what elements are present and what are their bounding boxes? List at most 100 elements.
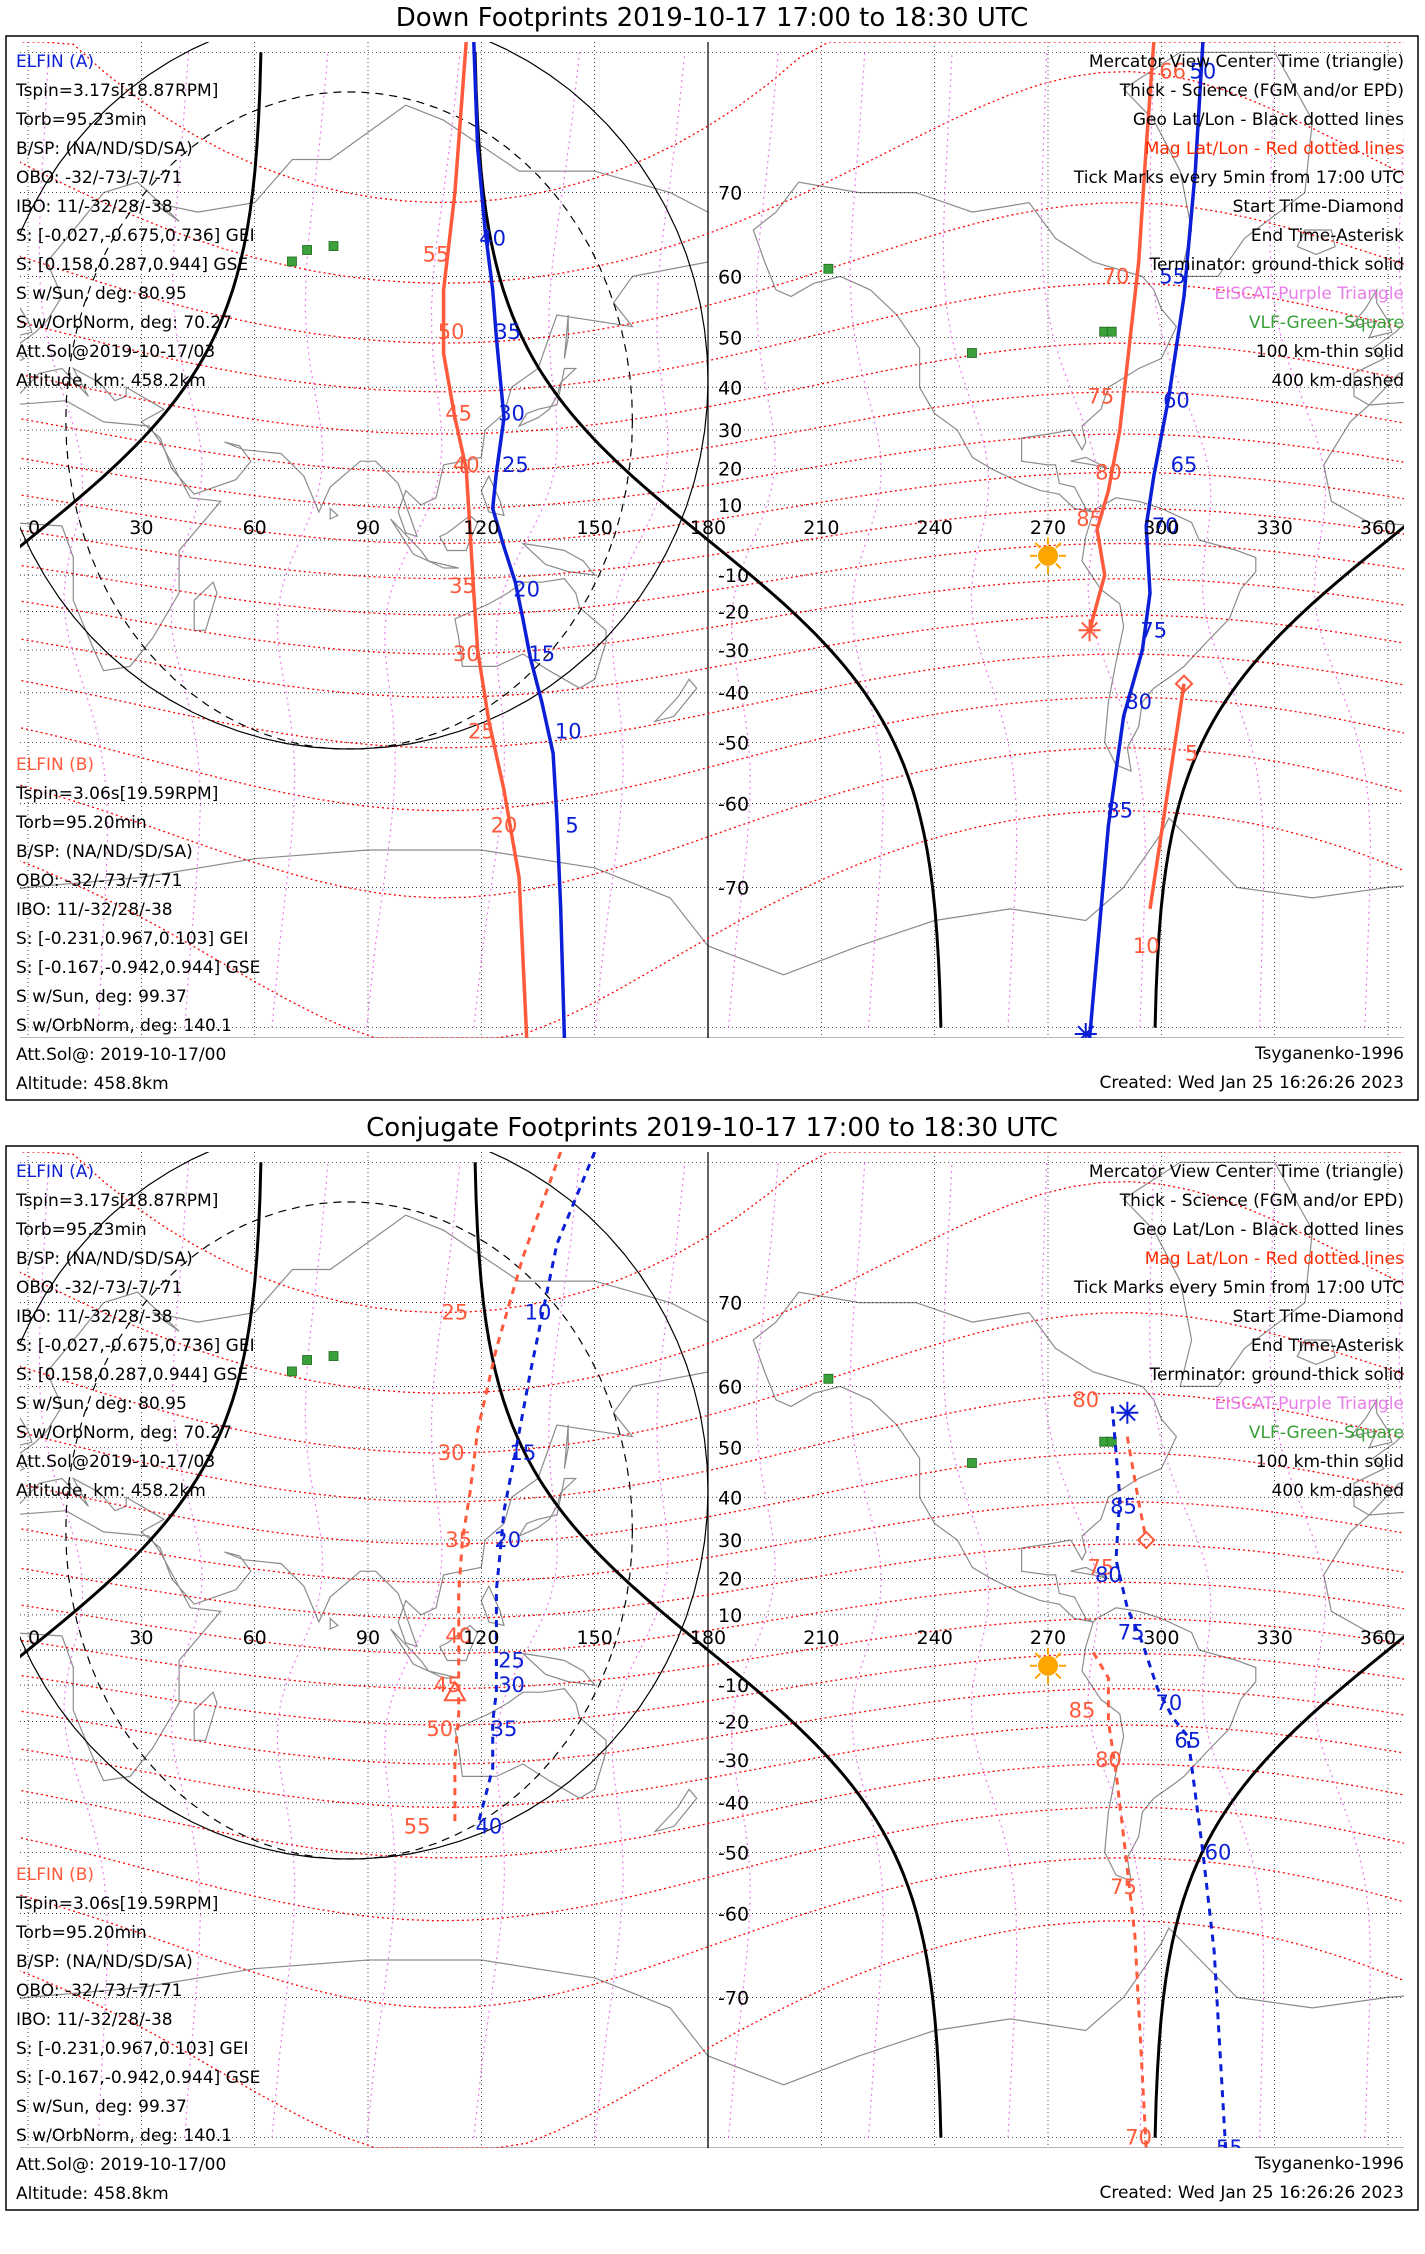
elfin-a-param: S w/OrbNorm, deg: 70.27 [16,313,232,333]
mag-latitude-line [20,201,1404,344]
model-credit: Tsyganenko-1996 [1254,1044,1404,1064]
elfin-b-time-label: 75 [1110,1875,1137,1899]
mag-latitude-line [20,1920,1404,2148]
mag-latitude-line [20,1688,1404,1765]
lon-tick-label: 330 [1257,1627,1293,1649]
lon-tick-label: 90 [356,1627,380,1649]
track-elfin-a [476,1152,1228,2148]
legend-entry: 100 km-thin solid [1256,342,1404,362]
elfin-a-param: S: [-0.027,-0.675,0.736] GEI [16,226,255,246]
mag-latitude-line [20,1581,1404,1655]
elfin-b-param: IBO: 11/-32/28/-38 [16,2010,173,2030]
lat-tick-label: 40 [718,1487,742,1509]
terminator-100km [20,1152,709,1860]
panel-down: Down Footprints 2019-10-17 17:00 to 18:3… [5,3,1419,1101]
elfin-a-time-label: 70 [1156,1691,1183,1715]
elfin-b-param: S w/OrbNorm, deg: 140.1 [16,2126,232,2146]
mag-meridian-line [849,1162,884,2138]
square-icon [823,1373,834,1384]
elfin-a-time-label: 25 [502,453,529,477]
elfin-a-param: Tspin=3.17s[18.87RPM] [15,81,218,101]
legend-entry: Thick - Science (FGM and/or EPD) [1119,1191,1404,1211]
legend-entry: Tick Marks every 5min from 17:00 UTC [1073,168,1404,188]
map-area: 2530354045505580758580757010152025303540… [20,1152,1404,2148]
elfin-b-time-label: 30 [453,642,480,666]
elfin-b-param: B/SP: (NA/ND/SD/SA) [16,842,193,862]
elfin-b-time-label: 80 [1095,460,1122,484]
lon-tick-label: 210 [803,517,839,539]
lon-tick-label: 150 [577,517,613,539]
mag-latitude-line [20,810,1404,1038]
lat-tick-label: 70 [718,1293,742,1315]
mag-latitude-line [20,747,1404,899]
legend-entry: Mercator View Center Time (triangle) [1089,1162,1404,1182]
elfin-a-param: Att.Sol@2019-10-17/03 [16,342,215,362]
elfin-b-time-label: 80 [1095,1748,1122,1772]
coastline [1081,497,1257,773]
panel-frame [5,1145,1419,2211]
elfin-b-time-label: 20 [491,814,518,838]
terminator [20,42,1404,1028]
elfin-a-param: IBO: 11/-32/28/-38 [16,197,173,217]
mag-latitude-line [20,1857,1404,2009]
lat-tick-label: -60 [718,794,749,816]
coastline [20,104,709,538]
coastline [1122,51,1314,277]
lon-tick-label: 30 [129,517,153,539]
elfin-a-time-label: 85 [1106,799,1133,823]
elfin-b-param: Tspin=3.06s[19.59RPM] [15,784,218,804]
elfin-a-info: ELFIN (A) Tspin=3.17s[18.87RPM] Torb=95.23… [15,52,255,391]
elfin-a-time-label: 10 [525,1301,552,1325]
lat-tick-label: 40 [718,377,742,399]
lon-tick-label: 330 [1257,517,1293,539]
lat-tick-label: 70 [718,183,742,205]
elfin-b-time-label: 85 [1069,1698,1096,1722]
lat-tick-label: -20 [718,1711,749,1733]
elfin-a-time-label: 25 [498,1648,525,1672]
elfin-a-time-label: 85 [1110,1494,1137,1518]
elfin-a-name: ELFIN (A) [16,1162,94,1182]
mag-latitude-line [20,471,1404,545]
legend-entry: 400 km-dashed [1272,371,1404,391]
mag-meridian-line [849,52,884,1028]
terminator [20,1152,1404,2138]
coastline [1122,1161,1314,1387]
elfin-b-time-label: 40 [445,1624,472,1648]
asterisk-ray [1080,1025,1095,1038]
elfin-a-time-label: 75 [1118,1621,1145,1645]
terminator-100km [20,42,709,750]
coastline [20,1214,709,1648]
elfin-b-param: S w/OrbNorm, deg: 140.1 [16,1016,232,1036]
asterisk-icon [1078,619,1101,642]
panel-title: Conjugate Footprints 2019-10-17 17:00 to… [366,1113,1058,1143]
sun-ray [1055,542,1062,549]
legend: Mercator View Center Time (triangle) Thic… [1073,1162,1404,1501]
elfin-b-time-label: 70 [1103,264,1130,288]
legend-entry: End Time-Asterisk [1251,226,1404,246]
elfin-a-time-label: 75 [1140,618,1167,642]
elfin-a-param: Altitude, km: 458.2km [16,371,206,391]
mag-latitude-line [20,578,1404,655]
elfin-b-name: ELFIN (B) [16,1865,94,1885]
elfin-b-param: S: [-0.231,0.967,0.103] GEI [16,929,248,949]
square-icon [967,1458,977,1468]
coastline [517,1477,578,1538]
terminator-ground [1153,525,1404,1028]
elfin-a-param: B/SP: (NA/ND/SD/SA) [16,1249,193,1269]
asterisk-icon [1116,1401,1139,1424]
elfin-a-param: IBO: 11/-32/28/-38 [16,1307,173,1327]
sun-ray [1034,542,1041,549]
elfin-b-param: Altitude: 458.8km [16,2184,169,2204]
legend-entry: EISCAT-Purple Triangle [1214,284,1404,304]
lat-tick-label: 30 [718,420,742,442]
legend-entry: Geo Lat/Lon - Black dotted lines [1133,1220,1404,1240]
elfin-a-time-label: 5 [565,814,578,838]
elfin-b-time-label: 45 [445,402,472,426]
triangle-icon [443,1680,467,1702]
coastline [438,1624,479,1662]
legend-entry: EISCAT-Purple Triangle [1214,1394,1404,1414]
elfin-a-time-label: 65 [1171,453,1198,477]
sun-ray [1034,1672,1041,1680]
square-icon [287,1366,297,1377]
